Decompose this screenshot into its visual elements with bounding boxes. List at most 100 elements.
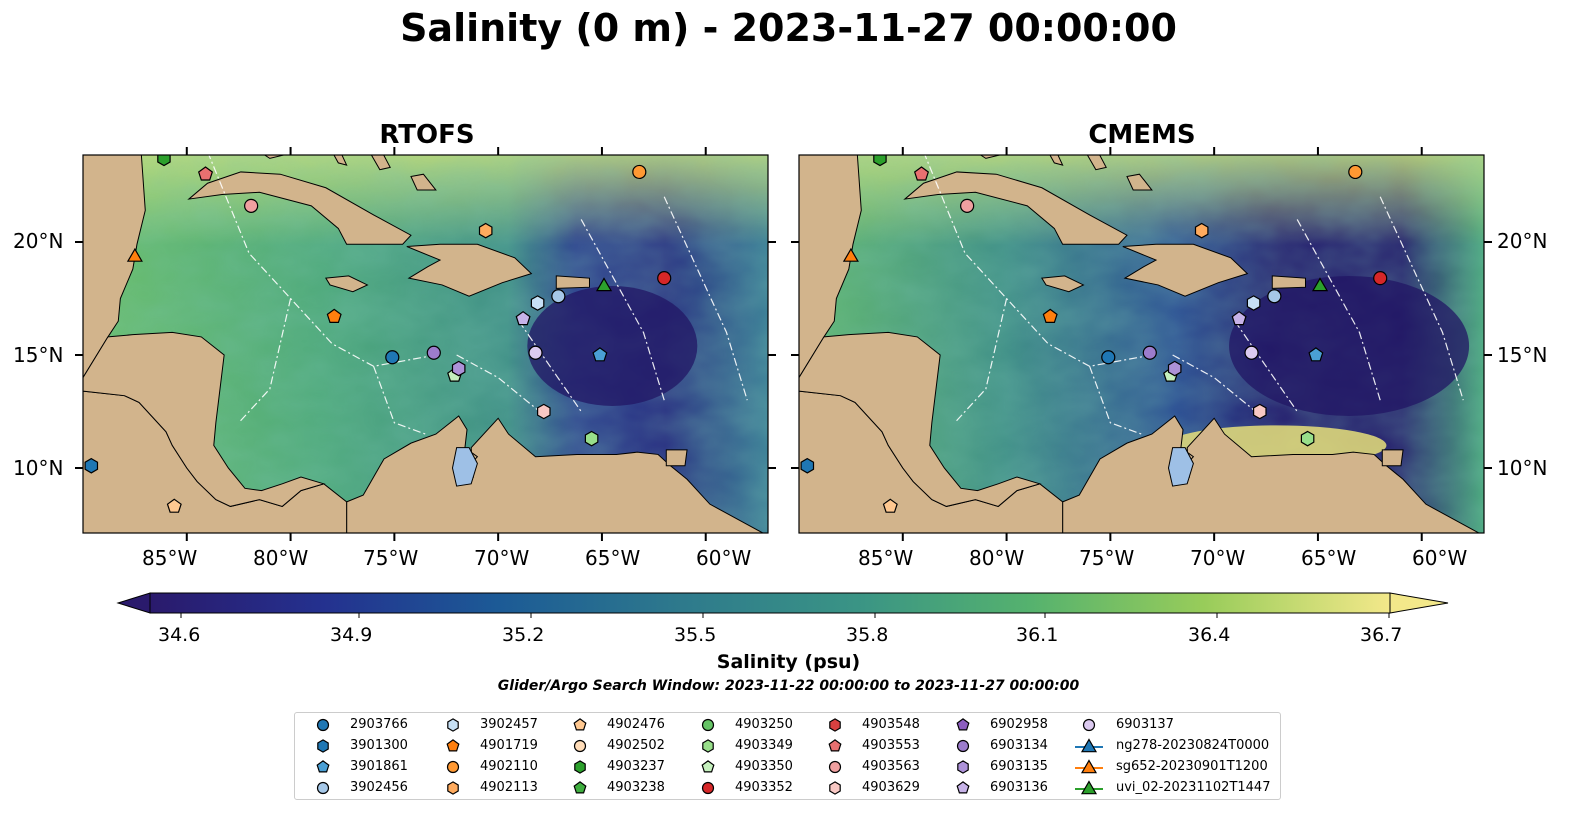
low-salinity-pool bbox=[527, 285, 698, 406]
legend-marker bbox=[1080, 738, 1098, 753]
land-trinidad bbox=[665, 449, 688, 467]
legend-label: 4903553 bbox=[862, 738, 920, 753]
legend-marker bbox=[573, 718, 587, 731]
legend-marker bbox=[957, 760, 969, 774]
colorbar bbox=[116, 592, 1449, 618]
marker-4903352 bbox=[657, 271, 672, 286]
legend-marker bbox=[574, 760, 586, 774]
legend-label: ng278-20230824T0000 bbox=[1116, 738, 1270, 753]
colorbar-tick: 36.1 bbox=[1016, 624, 1059, 646]
land-bahamas3 bbox=[1126, 173, 1153, 191]
panel-title-rtofs: RTOFS bbox=[379, 120, 475, 150]
legend-marker bbox=[573, 739, 587, 753]
colorbar-extend-min bbox=[116, 592, 151, 614]
lat-label-right-15n: 15°N bbox=[1497, 343, 1548, 367]
legend-label: 4903548 bbox=[862, 717, 920, 732]
legend-label: 3901861 bbox=[350, 759, 408, 774]
lon-label-rtofs-60w: 60°W bbox=[696, 546, 752, 570]
land-jamaica bbox=[325, 275, 369, 293]
legend-label: 4901719 bbox=[480, 738, 538, 753]
marker-6903134 bbox=[426, 345, 441, 360]
land-bahamas2 bbox=[370, 155, 391, 171]
colorbar-tick: 35.5 bbox=[674, 624, 717, 646]
map-cmems bbox=[791, 147, 1492, 541]
legend-marker bbox=[1080, 780, 1098, 795]
lat-label-left-10n: 10°N bbox=[13, 456, 64, 480]
colorbar-tick: 35.2 bbox=[502, 624, 545, 646]
legend-marker bbox=[956, 781, 970, 794]
lon-label-rtofs-80w: 80°W bbox=[253, 546, 309, 570]
marker-6903135 bbox=[1167, 360, 1182, 377]
eez-boundary bbox=[208, 155, 436, 367]
legend-marker bbox=[701, 760, 715, 773]
legend-label: 2903766 bbox=[350, 717, 408, 732]
lat-label-left-20n: 20°N bbox=[13, 229, 64, 253]
legend-label: 4902113 bbox=[480, 780, 538, 795]
legend-label: 6903134 bbox=[990, 738, 1048, 753]
lon-label-cmems-80w: 80°W bbox=[969, 546, 1025, 570]
land-cuba bbox=[903, 171, 1128, 245]
map-frame bbox=[798, 154, 1485, 534]
legend-label: sg652-20230901T1200 bbox=[1116, 759, 1268, 774]
legend-marker bbox=[1080, 759, 1098, 774]
land-southamerica bbox=[346, 415, 764, 533]
land-bahamas1 bbox=[1049, 155, 1064, 166]
legend-label: 6903137 bbox=[1116, 717, 1174, 732]
colorbar-tick: 36.7 bbox=[1360, 624, 1403, 646]
legend-marker bbox=[829, 781, 841, 795]
marker-4902476 bbox=[882, 498, 898, 513]
marker-4901719 bbox=[326, 308, 342, 323]
legend-marker bbox=[316, 718, 330, 732]
lon-label-rtofs-70w: 70°W bbox=[474, 546, 530, 570]
lat-label-right-20n: 20°N bbox=[1497, 229, 1548, 253]
land-southamerica bbox=[1062, 415, 1480, 533]
marker-6903137 bbox=[528, 345, 543, 360]
marker-6903134 bbox=[1142, 345, 1157, 360]
marker-4902113 bbox=[1194, 222, 1209, 239]
lon-label-cmems-70w: 70°W bbox=[1190, 546, 1246, 570]
marker-4901719 bbox=[1042, 308, 1058, 323]
eez-boundary bbox=[580, 219, 665, 401]
eez-boundary bbox=[456, 354, 541, 412]
marker-4903352 bbox=[1373, 271, 1388, 286]
legend: 2903766 3901300 3901861 3902456 3902457 49017… bbox=[294, 712, 1281, 800]
marker-4903563 bbox=[244, 198, 259, 213]
legend-marker bbox=[701, 781, 715, 795]
marker-4903237 bbox=[873, 155, 887, 167]
land-hispaniola bbox=[406, 243, 533, 297]
lon-label-cmems-65w: 65°W bbox=[1301, 546, 1357, 570]
marker-3901300 bbox=[800, 457, 815, 474]
lake-maracaibo bbox=[1167, 447, 1194, 487]
legend-label: 4902110 bbox=[480, 759, 538, 774]
marker-2903766 bbox=[385, 350, 400, 365]
land-honduras bbox=[799, 331, 1042, 507]
legend-marker bbox=[702, 739, 714, 753]
land-puertorico bbox=[555, 275, 590, 289]
panel-title-cmems: CMEMS bbox=[1088, 120, 1196, 150]
marker-4902110 bbox=[632, 164, 647, 180]
legend-label: 6903135 bbox=[990, 759, 1048, 774]
lon-label-cmems-75w: 75°W bbox=[1079, 546, 1135, 570]
land-trinidad bbox=[1381, 449, 1404, 467]
marker-4903629 bbox=[1252, 403, 1267, 420]
land-puertorico bbox=[1271, 275, 1306, 289]
colorbar-gradient bbox=[150, 593, 1390, 613]
legend-marker bbox=[447, 781, 459, 795]
marker-4902110 bbox=[1348, 164, 1363, 180]
lon-label-rtofs-65w: 65°W bbox=[585, 546, 641, 570]
eez-boundary bbox=[924, 155, 1152, 367]
main-title: Salinity (0 m) - 2023-11-27 00:00:00 bbox=[400, 6, 1177, 50]
eez-boundary bbox=[1234, 320, 1298, 412]
lon-label-cmems-85w: 85°W bbox=[858, 546, 914, 570]
legend-marker bbox=[446, 739, 460, 752]
colorbar-tick: 35.8 bbox=[846, 624, 889, 646]
legend-label: 4903350 bbox=[735, 759, 793, 774]
lon-label-rtofs-75w: 75°W bbox=[363, 546, 419, 570]
marker-sg652-20230901T1200 bbox=[126, 247, 143, 262]
legend-marker bbox=[956, 739, 970, 753]
legend-label: 3902457 bbox=[480, 717, 538, 732]
marker-4902476 bbox=[166, 498, 182, 513]
marker-3902457 bbox=[530, 295, 545, 311]
marker-uvi_02-20231102T1447 bbox=[595, 277, 613, 292]
legend-marker bbox=[573, 781, 587, 794]
